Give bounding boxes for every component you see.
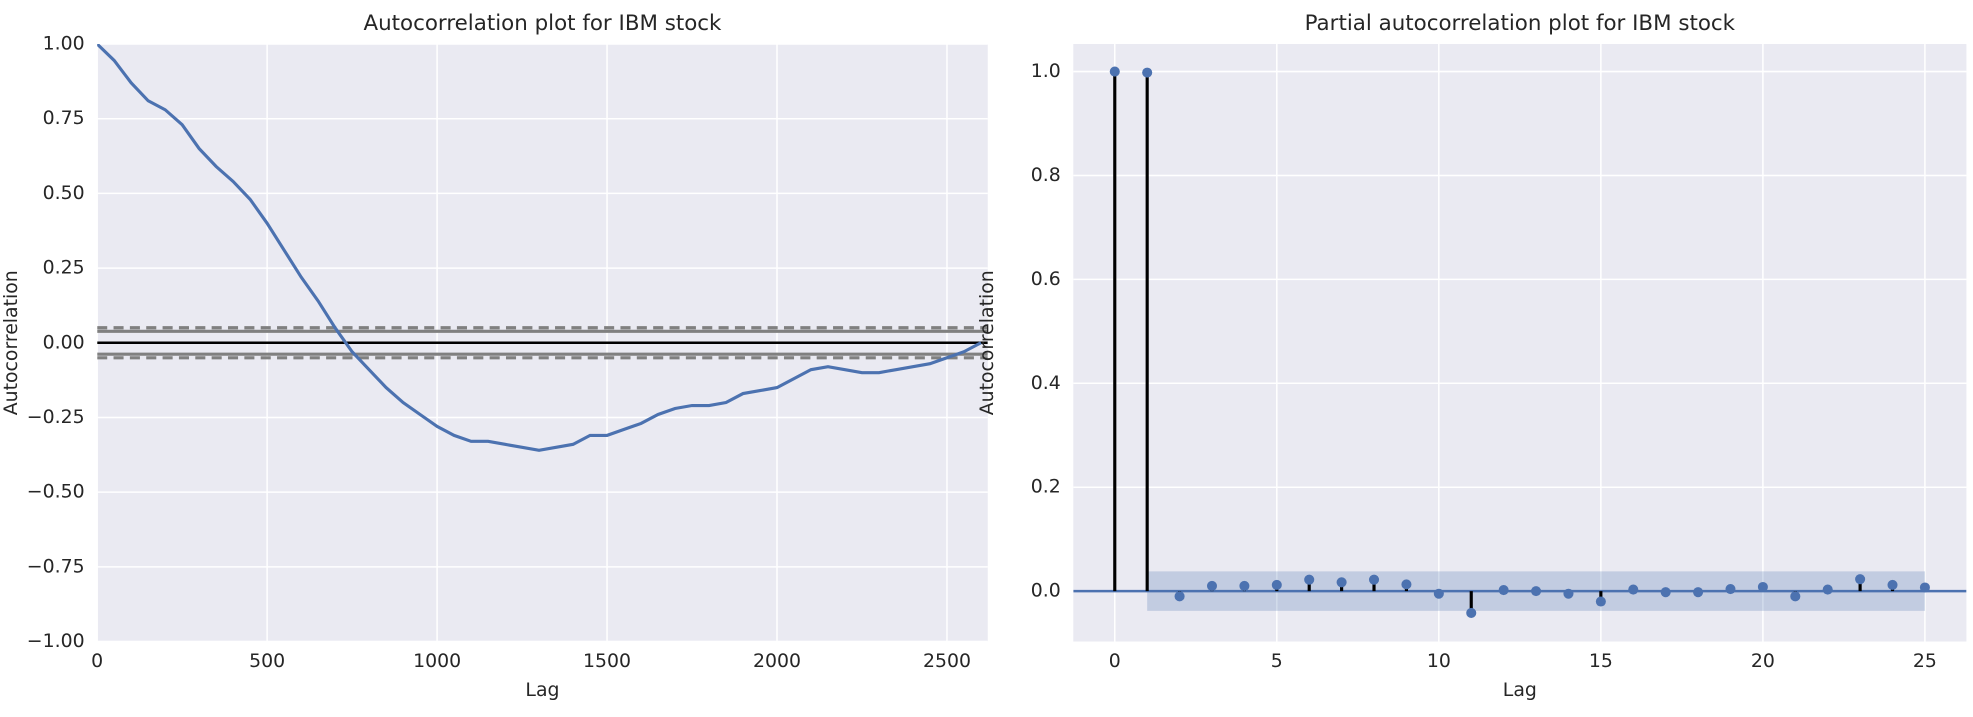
- y-tick-label: −0.25: [27, 406, 85, 428]
- stem-marker: [1855, 574, 1866, 585]
- y-tick-label: 0.6: [1031, 268, 1061, 290]
- x-tick-label: 5: [1271, 650, 1283, 672]
- stem-marker: [1693, 587, 1704, 598]
- stem-marker: [1725, 584, 1736, 595]
- stem-marker: [1142, 67, 1153, 78]
- y-tick-label: −1.00: [27, 630, 85, 652]
- x-tick-label: 20: [1751, 650, 1775, 672]
- x-tick-label: 25: [1913, 650, 1937, 672]
- x-axis-label: Lag: [1503, 679, 1537, 701]
- y-tick-label: 0.4: [1031, 372, 1061, 394]
- x-tick-label: 2000: [753, 650, 801, 672]
- y-tick-label: 0.2: [1031, 476, 1061, 498]
- stem-marker: [1368, 574, 1380, 585]
- x-tick-label: 10: [1427, 650, 1451, 672]
- stem-marker: [1628, 584, 1639, 595]
- stem-marker: [1271, 579, 1282, 590]
- data-line: [97, 44, 982, 452]
- y-tick-label: −0.75: [27, 555, 85, 577]
- y-tick-label: 0.00: [43, 331, 85, 353]
- stem-marker: [1531, 586, 1542, 597]
- x-tick-label: 1000: [413, 650, 461, 672]
- y-tick-label: 0.75: [43, 107, 85, 129]
- y-tick-label: 0.25: [43, 257, 85, 279]
- x-tick-label: 500: [249, 650, 285, 672]
- stem-marker: [1336, 577, 1347, 588]
- y-tick-label: 1.00: [43, 33, 85, 55]
- chart-title: Partial autocorrelation plot for IBM sto…: [1305, 11, 1736, 36]
- x-tick-label: 2500: [923, 650, 971, 672]
- plot-area: [1073, 44, 1967, 642]
- plot-content: [97, 44, 988, 452]
- x-tick-label: 0: [91, 650, 103, 672]
- stem-marker: [1433, 588, 1444, 599]
- stem-marker: [1239, 580, 1250, 591]
- stem-marker: [1304, 574, 1315, 585]
- y-tick-label: 1.0: [1031, 60, 1061, 82]
- stem-marker: [1790, 591, 1801, 602]
- stem-marker: [1466, 607, 1477, 618]
- y-axis-label: Autocorrelation: [976, 270, 998, 415]
- x-axis-label: Lag: [525, 679, 559, 701]
- stem-marker: [1498, 585, 1509, 596]
- stem-marker: [1174, 591, 1185, 602]
- x-tick-label: 15: [1589, 650, 1613, 672]
- y-tick-label: 0.8: [1031, 164, 1061, 186]
- stem-marker: [1887, 579, 1898, 590]
- stem-marker: [1822, 584, 1833, 595]
- stem-marker: [1109, 66, 1120, 77]
- stem-marker: [1757, 581, 1768, 593]
- chart-title: Autocorrelation plot for IBM stock: [363, 11, 722, 36]
- stem-marker: [1563, 588, 1574, 599]
- stem-marker: [1206, 580, 1218, 591]
- stem-marker: [1401, 579, 1412, 590]
- stem-marker: [1919, 582, 1930, 593]
- y-tick-label: −0.50: [27, 481, 85, 503]
- x-tick-label: 1500: [583, 650, 631, 672]
- y-tick-label: 0.50: [43, 182, 85, 204]
- y-tick-label: 0.0: [1031, 580, 1061, 602]
- x-tick-label: 0: [1109, 650, 1121, 672]
- y-axis-label: Autocorrelation: [0, 270, 22, 415]
- stem-marker: [1595, 596, 1606, 607]
- plot-content: [1073, 66, 1967, 618]
- stem-marker: [1660, 587, 1671, 598]
